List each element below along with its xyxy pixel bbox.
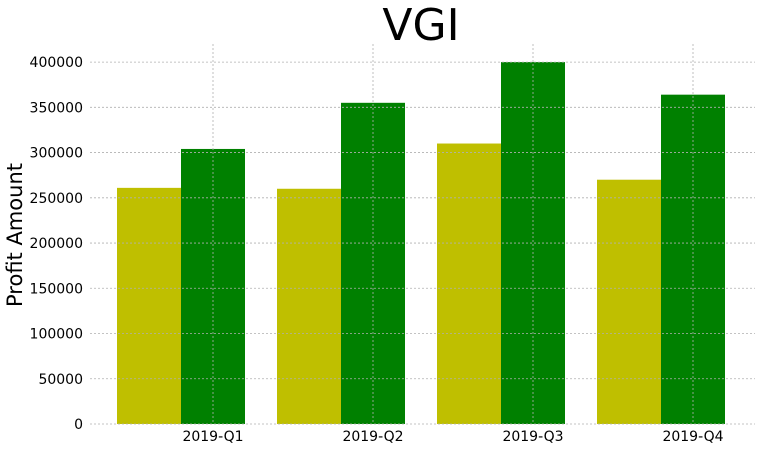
bar-2-2019-Q2	[341, 102, 405, 425]
bar-1-2019-Q1	[117, 187, 181, 424]
chart-title: VGI	[382, 0, 459, 51]
bar-1-2019-Q2	[277, 188, 341, 424]
y-tick-label: 350000	[30, 100, 83, 116]
y-tick-label: 400000	[30, 55, 83, 71]
y-axis-label: Profit Amount	[3, 163, 27, 307]
bar-1-2019-Q4	[597, 179, 661, 424]
bar-1-2019-Q3	[437, 143, 501, 424]
x-tick-label: 2019-Q4	[662, 429, 723, 445]
bar-2-2019-Q1	[181, 148, 245, 424]
x-tick-label: 2019-Q2	[342, 429, 403, 445]
y-tick-label: 300000	[30, 146, 83, 162]
bars	[117, 62, 725, 425]
y-tick-label: 100000	[30, 327, 83, 343]
gridlines	[90, 44, 755, 425]
y-tick-label: 200000	[30, 236, 83, 252]
x-tick-label: 2019-Q1	[182, 429, 243, 445]
y-tick-label: 150000	[30, 281, 83, 297]
y-tick-label: 50000	[38, 372, 83, 388]
x-tick-label: 2019-Q3	[502, 429, 563, 445]
y-tick-label: 250000	[30, 191, 83, 207]
y-tick-label: 0	[74, 417, 83, 433]
x-axis-ticks: 2019-Q1 2019-Q2 2019-Q3 2019-Q4	[182, 429, 723, 445]
y-axis-ticks: 0 50000 100000 150000 200000 250000 300000 3500…	[30, 55, 83, 433]
